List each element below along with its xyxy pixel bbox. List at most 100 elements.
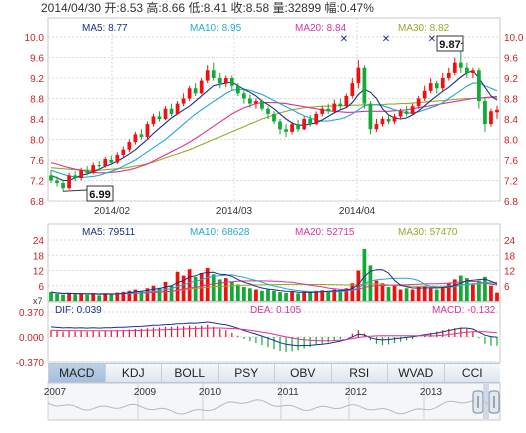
candle-body [416,98,421,107]
navigator-year-label: 2013 [420,387,443,398]
candle-body [163,108,168,119]
volume-ma-legend: MA10: 68628 [190,227,250,238]
candle-body [260,101,264,109]
volume-ytick-left: 24 [33,236,45,247]
candle-body [428,83,433,91]
candle-body [55,180,59,184]
navigator-selected-range [483,384,489,419]
volume-bar [446,283,451,301]
volume-bar [308,292,313,301]
volume-ytick-right: 18 [504,251,516,262]
candle-body [248,98,252,104]
tab-wvad[interactable]: WVAD [387,364,444,382]
volume-bar [139,291,144,301]
candle-body [290,124,294,132]
candle-body [205,70,210,81]
volume-bar [356,270,361,301]
navigator-year-label: 2010 [199,387,222,398]
volume-bar [248,288,252,301]
volume-bar [495,292,499,301]
price-ytick-right: 7.6 [504,156,518,167]
candle-body [199,80,204,94]
volume-bar [386,287,391,301]
candle-body [452,62,457,73]
low-label-pointer [63,189,88,192]
candle-body [254,101,258,104]
volume-bar [127,290,132,301]
navigator-frame [47,382,501,421]
event-marker-icon: ✕ [340,34,348,45]
volume-ma-legend: MA5: 79511 [82,227,136,238]
candle-body [223,78,228,84]
candle-body [61,183,65,189]
volume-bar [235,284,240,301]
tab-cci[interactable]: CCI [443,364,500,382]
macd-legend: DIF: 0.039 [55,305,102,316]
volume-bar [61,294,65,301]
price-ytick-right: 9.6 [504,54,518,65]
candle-body [368,103,373,130]
candle-body [440,78,445,89]
volume-bar [320,290,325,301]
volume-bar [157,287,162,301]
candle-body [241,93,246,99]
macd-panel: x7 0.370 0.000 -0.370 DIF: 0.039 DEA: 0.105 MA… [16,296,501,369]
volume-bar [121,291,126,301]
volume-bar [344,288,349,301]
price-ytick-left: 7.6 [30,156,44,167]
tab-kdj[interactable]: KDJ [104,364,161,382]
candle-body [193,88,198,94]
candle-body [157,116,162,119]
tab-psy[interactable]: PSY [217,364,274,382]
volume-bar [217,279,222,301]
tab-obv[interactable]: OBV [274,364,331,382]
navigator-history-line [47,399,499,415]
candle-body [446,72,451,78]
volume-bar [452,279,457,301]
volume-ma-legend: MA20: 52715 [295,227,355,238]
candle-body [362,67,367,104]
volume-bar [284,292,288,301]
range-navigator[interactable]: 2007 2009 2010 2011 2012 2013 [44,382,501,421]
candle-body [471,70,475,73]
volume-bar [434,289,439,301]
volume-bar [55,293,59,301]
macd-dif-line [50,321,498,347]
candle-body [169,108,174,114]
price-xtick: 2014/02 [94,206,131,217]
volume-bar [103,293,108,301]
candle-body [85,170,90,173]
candle-body [145,124,150,137]
price-ytick-left: 8.4 [30,115,44,126]
volume-bar [73,294,77,301]
volume-bar [483,276,487,301]
volume-bar [290,291,294,301]
volume-bar [85,294,90,301]
low-label-box [86,185,114,202]
volume-panel: 24 24 18 18 12 12 6 6 MA5: 79511 MA10: 68628 MA20:… [33,223,516,302]
volume-bar [380,283,385,301]
candle-body [272,113,276,122]
navigator-year-label: 2009 [134,387,157,398]
price-ytick-right: 8.8 [504,95,518,106]
volume-bar [471,284,475,301]
volume-bar [79,293,84,301]
price-ytick-right: 9.2 [504,74,518,85]
tab-rsi[interactable]: RSI [330,364,387,382]
price-ma-legend: MA10: 8.95 [190,23,242,34]
volume-ma5-line [50,269,498,295]
tab-boll[interactable]: BOLL [161,364,218,382]
candle-body [350,83,355,96]
volume-bar [302,291,307,301]
volume-ytick-right: 24 [504,236,516,247]
candle-body [151,116,156,125]
tab-macd[interactable]: MACD [48,364,105,382]
volume-ytick-right: 12 [504,267,516,278]
candle-body [332,103,337,112]
volume-bar [278,292,282,301]
volume-bar [266,289,270,301]
price-ytick-left: 7.2 [30,177,44,188]
navigator-year-label: 2007 [44,387,67,398]
